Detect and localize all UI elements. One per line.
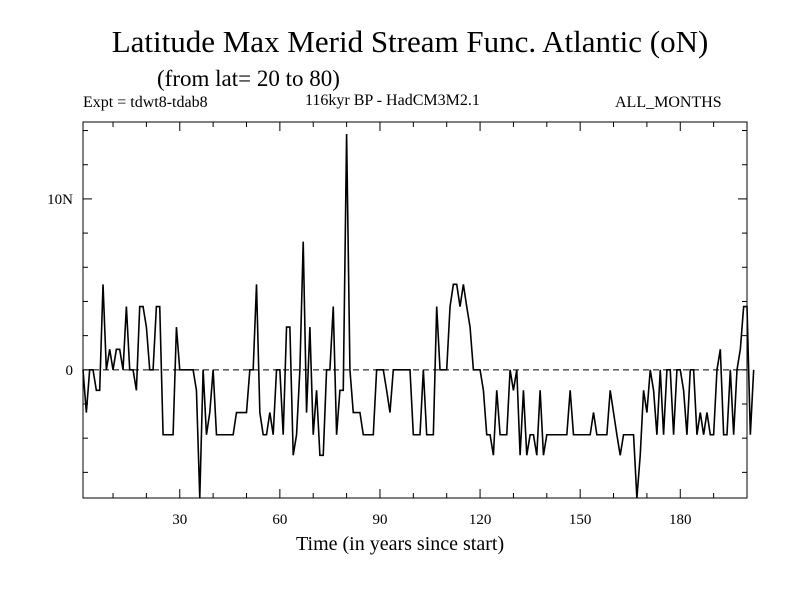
plot-frame <box>82 121 748 499</box>
x-tick-label: 60 <box>272 512 287 528</box>
x-tick-label: 150 <box>569 512 592 528</box>
x-tick-label: 90 <box>372 512 387 528</box>
x-tick-label: 120 <box>469 512 492 528</box>
period-label: ALL_MONTHS <box>615 94 722 111</box>
x-axis-label: Time (in years since start) <box>296 533 505 555</box>
series-line <box>82 133 755 499</box>
x-tick-label: 30 <box>172 512 187 528</box>
y-tick-label: 10N <box>47 192 73 208</box>
x-tick-label: 180 <box>669 512 692 528</box>
experiment-label: Expt = tdwt8-tdab8 <box>83 94 208 111</box>
chart-title: Latitude Max Merid Stream Func. Atlantic… <box>111 24 709 59</box>
chart-subtitle: (from lat= 20 to 80) <box>157 66 340 91</box>
model-label: 116kyr BP - HadCM3M2.1 <box>305 92 480 109</box>
y-tick-label: 0 <box>66 363 74 379</box>
